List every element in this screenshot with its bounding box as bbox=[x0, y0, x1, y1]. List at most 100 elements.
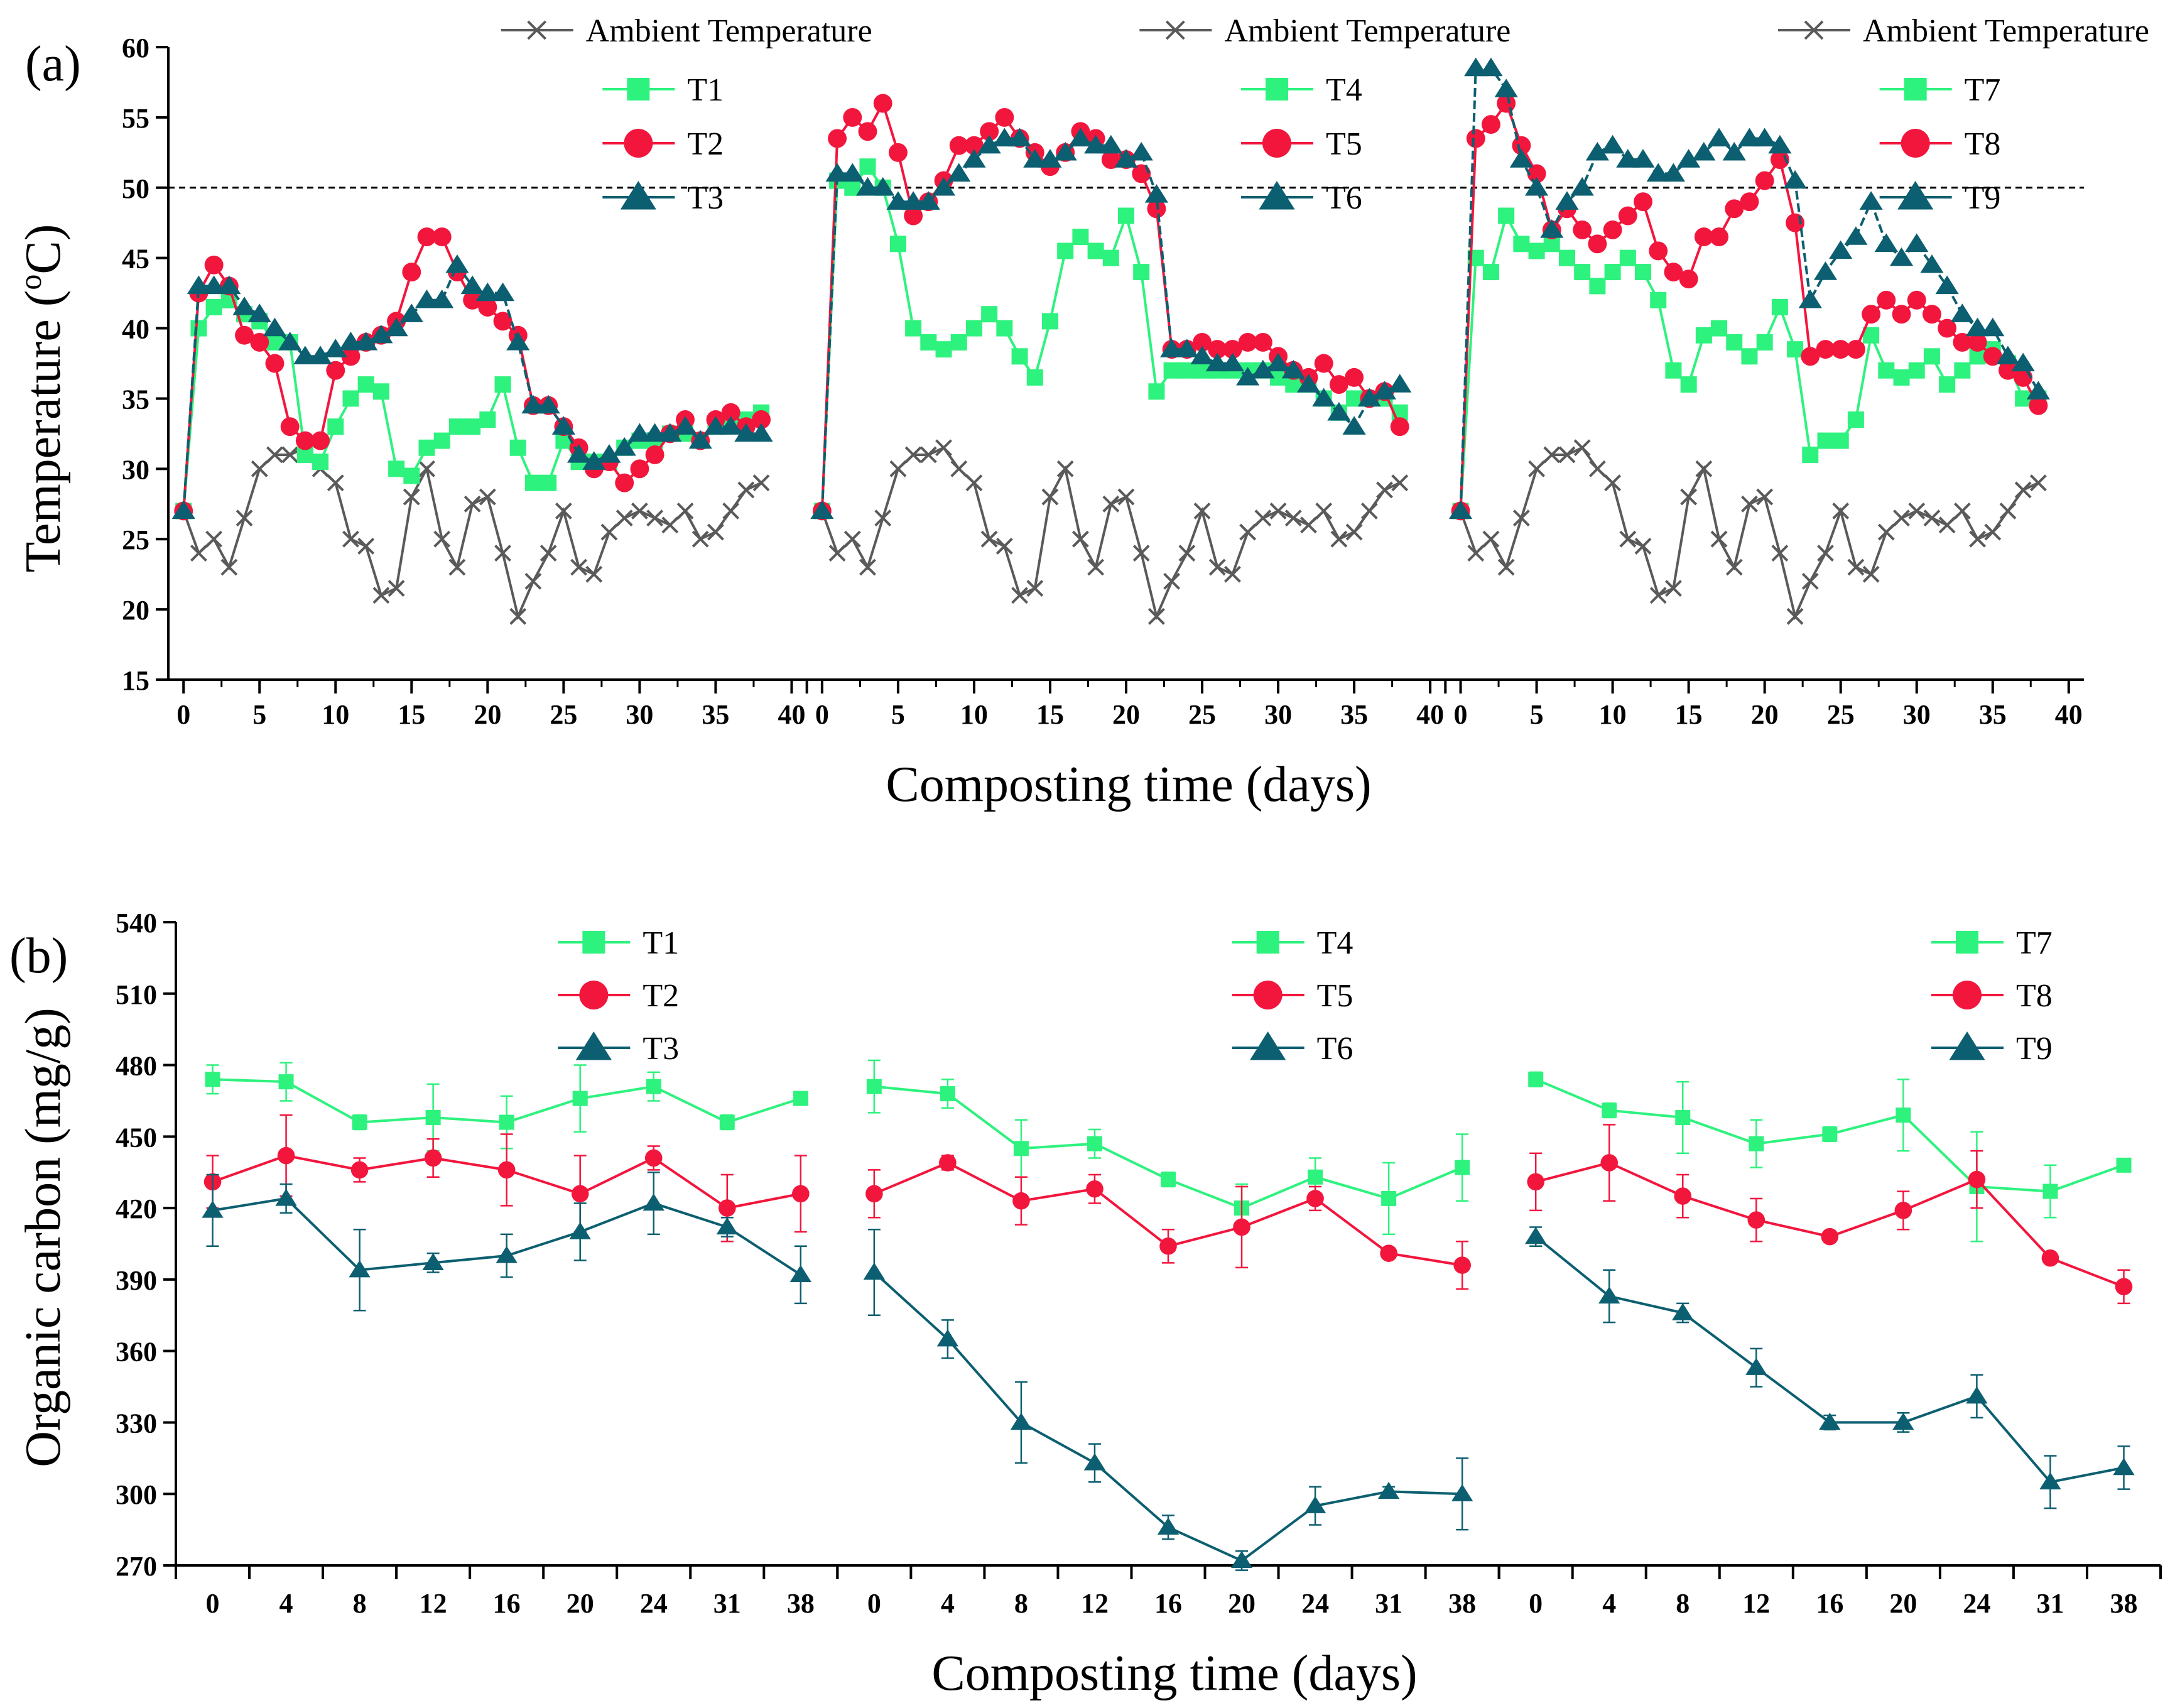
data-point-t2 bbox=[280, 417, 300, 437]
x-tick-label: 5 bbox=[891, 699, 905, 730]
legend-entry-t7: T7 bbox=[1931, 925, 2053, 961]
data-point-ambient-temperature bbox=[1011, 587, 1028, 604]
y-tick-label: 60 bbox=[122, 33, 149, 63]
data-point-ambient-temperature bbox=[1041, 488, 1059, 506]
data-point-t2 bbox=[326, 361, 345, 380]
y-tick-label: 40 bbox=[122, 314, 149, 345]
x-tick-label: 31 bbox=[1375, 1588, 1402, 1619]
data-point-t4 bbox=[1041, 313, 1058, 330]
data-point-t4 bbox=[866, 1079, 882, 1094]
data-point-t8 bbox=[1983, 347, 2002, 366]
data-point-t3 bbox=[422, 1253, 444, 1271]
data-point-t4 bbox=[1087, 1136, 1102, 1151]
data-point-t4 bbox=[1013, 1141, 1029, 1156]
data-point-t8 bbox=[1892, 305, 1911, 324]
data-point-t6 bbox=[1038, 149, 1062, 168]
data-point-t8 bbox=[1466, 129, 1485, 148]
data-point-t8 bbox=[2041, 1249, 2059, 1267]
data-point-ambient-temperature bbox=[1649, 587, 1667, 604]
data-point-t8 bbox=[1821, 1227, 1839, 1246]
data-point-ambient-temperature bbox=[1026, 580, 1044, 597]
data-point-ambient-temperature bbox=[1497, 558, 1515, 576]
data-point-t6 bbox=[916, 191, 940, 210]
data-point-t6 bbox=[871, 177, 895, 196]
data-point-ambient-temperature bbox=[676, 503, 694, 519]
panel-b-subplot-3: 0 4 8 12 16 20 24 31 38 T7 T8 T9 bbox=[1497, 925, 2162, 1619]
data-point-t3 bbox=[734, 423, 758, 442]
data-point-ambient-temperature bbox=[1771, 545, 1789, 562]
data-point-t7 bbox=[2042, 1183, 2058, 1199]
data-point-t4 bbox=[1148, 383, 1165, 400]
data-point-ambient-temperature bbox=[1953, 503, 1971, 519]
data-point-t7 bbox=[1558, 249, 1575, 266]
data-point-ambient-temperature bbox=[357, 537, 375, 555]
legend-label-t4: T4 bbox=[1317, 925, 1353, 961]
data-point-t8 bbox=[1512, 136, 1531, 155]
legend-entry-t5: T5 bbox=[1241, 126, 1362, 162]
data-point-t9 bbox=[1570, 177, 1594, 196]
data-point-ambient-temperature bbox=[1847, 558, 1865, 576]
x-tick-label: 40 bbox=[2055, 699, 2083, 730]
data-point-ambient-temperature bbox=[388, 580, 405, 597]
x-tick-label: 35 bbox=[1979, 699, 2007, 730]
x-tick-label: 24 bbox=[1963, 1588, 1990, 1619]
data-point-t6 bbox=[962, 149, 986, 168]
data-point-t6 bbox=[1190, 345, 1214, 364]
panel-b-subplot-2: 0 4 8 12 16 20 24 31 38 T4 T5 T6 bbox=[836, 925, 1500, 1619]
x-tick-label: 40 bbox=[1416, 699, 1444, 730]
data-point-ambient-temperature bbox=[1512, 509, 1530, 527]
data-point-t8 bbox=[1907, 290, 1926, 310]
data-point-ambient-temperature bbox=[570, 558, 587, 576]
data-point-t6 bbox=[1114, 149, 1138, 168]
data-point-t5 bbox=[995, 107, 1014, 127]
data-point-t9 bbox=[1889, 247, 1914, 266]
data-point-t3 bbox=[597, 444, 621, 463]
data-point-t9 bbox=[1555, 191, 1579, 210]
panel-a-legend-1: Ambient Temperature T1 T2 T3 bbox=[501, 13, 872, 216]
data-point-t1 bbox=[352, 1114, 367, 1130]
data-point-t7 bbox=[1822, 1126, 1838, 1142]
data-point-ambient-temperature bbox=[1239, 523, 1257, 541]
data-point-t6 bbox=[1357, 388, 1381, 407]
legend-entry-t8: T8 bbox=[1931, 978, 2053, 1014]
legend-label-t9: T9 bbox=[2016, 1031, 2053, 1067]
legend-label-t6: T6 bbox=[1317, 1031, 1353, 1067]
data-point-t1 bbox=[719, 1114, 735, 1130]
series-line-t8 bbox=[1535, 1161, 2125, 1288]
panel-b-subplot-1: 0 4 8 12 16 20 24 31 38 T1 T2 T3 bbox=[175, 925, 839, 1619]
x-tick-label: 38 bbox=[787, 1588, 815, 1619]
panel-a-legend-2: Ambient Temperature T4 T5 T6 bbox=[1139, 13, 1511, 216]
y-tick-label: 30 bbox=[122, 454, 149, 485]
data-point-t7 bbox=[1498, 207, 1515, 224]
data-point-t2 bbox=[718, 1199, 736, 1217]
data-point-t9 bbox=[1737, 128, 1762, 147]
data-point-ambient-temperature bbox=[950, 460, 968, 477]
data-point-ambient-temperature bbox=[524, 572, 542, 590]
data-point-t9 bbox=[1707, 128, 1731, 147]
data-point-ambient-temperature bbox=[1604, 474, 1622, 492]
data-point-t4 bbox=[1381, 1190, 1397, 1206]
legend-label-t3: T3 bbox=[687, 180, 724, 216]
data-point-t6 bbox=[1312, 388, 1336, 407]
data-point-t9 bbox=[1646, 163, 1670, 182]
data-point-ambient-temperature bbox=[752, 474, 770, 492]
legend-entry-t7: T7 bbox=[1879, 72, 2000, 108]
data-point-t9 bbox=[1631, 149, 1655, 168]
x-tick-label: 5 bbox=[252, 699, 266, 730]
data-point-t3 bbox=[415, 289, 439, 308]
data-point-t6 bbox=[1007, 128, 1032, 147]
data-point-ambient-temperature bbox=[1923, 509, 1941, 527]
data-point-ambient-temperature bbox=[1117, 488, 1135, 506]
legend-entry-t6: T6 bbox=[1232, 1031, 1353, 1067]
data-point-t9 bbox=[1585, 141, 1609, 161]
data-point-t1 bbox=[342, 390, 359, 407]
data-point-t4 bbox=[1011, 348, 1028, 365]
data-point-t7 bbox=[1602, 1102, 1617, 1118]
x-tick-label: 20 bbox=[1751, 699, 1779, 730]
panel-a-subplot-2: 0 5 10 15 20 25 30 35 40 Ambient Temperature T4 T5 T… bbox=[805, 13, 1511, 730]
data-point-ambient-temperature bbox=[1330, 530, 1348, 548]
legend-marker-t8 bbox=[1953, 981, 1982, 1009]
data-point-ambient-temperature bbox=[372, 587, 390, 604]
data-point-t3 bbox=[278, 332, 302, 351]
data-point-t1 bbox=[479, 411, 496, 428]
